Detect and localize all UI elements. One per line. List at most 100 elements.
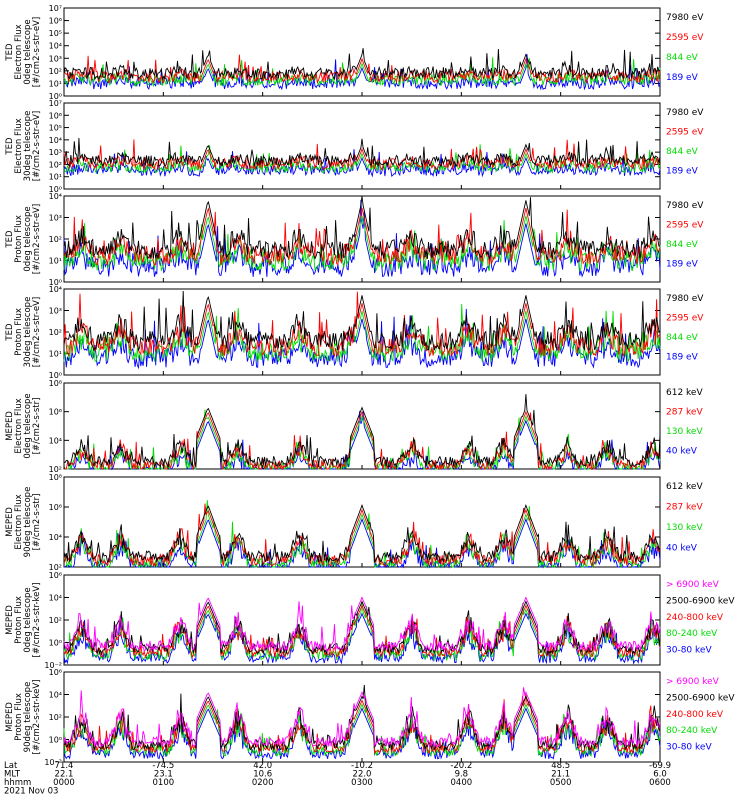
series-line (63, 308, 661, 370)
y-tick-label: 10⁰ (49, 185, 62, 194)
legend-entry: 7980 eV (666, 294, 704, 304)
y-axis-label: Proton Flux (14, 693, 24, 741)
legend-entry: 287 keV (666, 408, 703, 418)
x-tick-label: -20.2 (450, 761, 472, 771)
y-axis-label: Proton Flux (14, 596, 24, 644)
y-tick-label: 10² (49, 160, 62, 169)
x-tick-label: 48.5 (551, 761, 570, 771)
legend-entry: 189 eV (666, 73, 699, 83)
y-tick-label: 10⁸ (49, 473, 62, 482)
y-axis-label: [#/cm2-s-str-eV] (32, 204, 42, 274)
y-axis-label: 90deg telescope (23, 682, 33, 753)
y-tick-label: 10⁷ (49, 4, 62, 13)
series-line (63, 139, 661, 171)
y-axis-label: Proton Flux (14, 215, 24, 263)
x-row-label: hhmm (4, 778, 31, 788)
legend-entry: 2595 eV (666, 314, 704, 324)
y-tick-label: 10⁴ (49, 691, 62, 700)
y-tick-label: 10³ (49, 307, 62, 316)
panel-2: 10⁰ 10¹ 10² 10³ 10⁴ 10⁵ 10⁶ 10⁷ TED Electron Flux… (5, 99, 704, 194)
y-axis-label: TED (5, 43, 15, 62)
series-line (63, 596, 661, 652)
y-axis-label: Electron Flux (14, 398, 24, 453)
y-axis-label: 90deg telescope (23, 487, 33, 558)
legend-entry: 189 eV (666, 167, 699, 177)
legend-entry: 612 keV (666, 388, 703, 398)
y-axis-label: [#/cm2-s-str-keV] (32, 680, 42, 755)
x-tick-label: -74.5 (152, 761, 174, 771)
x-tick-label: 9.8 (455, 770, 469, 780)
x-tick-label: 21.1 (551, 770, 570, 780)
legend-entry: 130 keV (666, 427, 703, 437)
y-axis-label: MEPED (5, 702, 15, 732)
x-tick-label: 0600 (649, 778, 671, 788)
y-tick-label: 10⁴ (49, 533, 62, 542)
y-tick-label: 10⁶ (49, 668, 62, 677)
y-tick-label: 10³ (49, 214, 62, 223)
legend-entry: 2595 eV (666, 221, 704, 231)
y-tick-label: 10⁴ (49, 192, 62, 201)
y-tick-label: 10⁴ (49, 436, 62, 445)
series-line (63, 703, 661, 758)
legend-entry: > 6900 keV (666, 677, 720, 687)
panel-5: 10² 10⁴ 10⁶ 10⁸ MEPED Electron Flux 0deg teles… (5, 379, 703, 474)
plot-frame (63, 476, 661, 568)
series-line (63, 503, 661, 568)
legend-entry: > 6900 keV (666, 580, 720, 590)
series-line (63, 48, 661, 81)
legend-entry: 40 keV (666, 447, 698, 457)
y-tick-label: 10⁻² (44, 661, 62, 670)
y-tick-label: 10⁴ (49, 594, 62, 603)
y-tick-label: 10⁸ (49, 379, 62, 388)
legend-entry: 240-800 keV (666, 710, 724, 720)
x-tick-label: 0000 (53, 778, 75, 788)
legend-entry: 2500-6900 keV (666, 693, 735, 703)
y-axis-label: 30deg telescope (23, 297, 33, 368)
y-axis-label: TED (5, 323, 15, 342)
x-tick-label: 42.0 (253, 761, 272, 771)
series-line (63, 503, 661, 564)
legend-entry: 80-240 keV (666, 629, 718, 639)
y-tick-label: 10² (49, 616, 62, 625)
y-tick-label: 10⁶ (49, 503, 62, 512)
legend-entry: 612 keV (666, 482, 703, 492)
y-axis-label: Proton Flux (14, 308, 24, 356)
legend-entry: 844 eV (666, 53, 699, 63)
y-tick-label: 10⁶ (49, 17, 62, 26)
legend-entry: 2595 eV (666, 128, 704, 138)
y-tick-label: 10¹ (49, 350, 62, 359)
legend-entry: 7980 eV (666, 201, 704, 211)
panel-8: 10⁻² 10⁰ 10² 10⁴ 10⁶ MEPED Proton Flux 90deg te… (5, 668, 735, 767)
y-axis-label: MEPED (5, 411, 15, 441)
legend-entry: 130 keV (666, 523, 703, 533)
y-axis-label: [#/cm2-s-str-eV] (32, 17, 42, 87)
x-tick-label: -69.9 (649, 761, 671, 771)
panel-1: 10⁰ 10¹ 10² 10³ 10⁴ 10⁵ 10⁶ 10⁷ TED Electron Flux… (5, 4, 704, 101)
y-axis-label: Electron Flux (14, 118, 24, 173)
series-line (63, 608, 661, 665)
series-line (63, 687, 661, 749)
y-tick-label: 10⁴ (49, 285, 62, 294)
legend-entry: 7980 eV (666, 13, 704, 23)
legend-entry: 2595 eV (666, 33, 704, 43)
y-tick-label: 10³ (49, 54, 62, 63)
x-row-label: Lat (4, 761, 18, 771)
legend-entry: 240-800 keV (666, 613, 724, 623)
series-line (63, 57, 661, 88)
y-tick-label: 10⁰ (49, 639, 62, 648)
x-tick-label: 6.0 (653, 770, 667, 780)
x-tick-label: 10.6 (253, 770, 272, 780)
series-line (63, 290, 661, 352)
plot-frame (63, 102, 661, 190)
panel-6: 10² 10⁴ 10⁶ 10⁸ MEPED Electron Flux 90deg tele… (5, 473, 703, 572)
x-tick-label: 0400 (451, 778, 473, 788)
y-tick-label: 10² (49, 465, 62, 474)
legend-entry: 40 keV (666, 544, 698, 554)
x-tick-label: 23.1 (154, 770, 173, 780)
panel-3: 10⁰ 10¹ 10² 10³ 10⁴ TED Proton Flux 0deg telesc… (5, 192, 704, 287)
series-line (63, 207, 661, 266)
y-axis-label: [#/cm2-s-str-eV] (32, 111, 42, 181)
legend-entry: 30-80 keV (666, 646, 712, 656)
y-axis-label: Electron Flux (14, 494, 24, 549)
